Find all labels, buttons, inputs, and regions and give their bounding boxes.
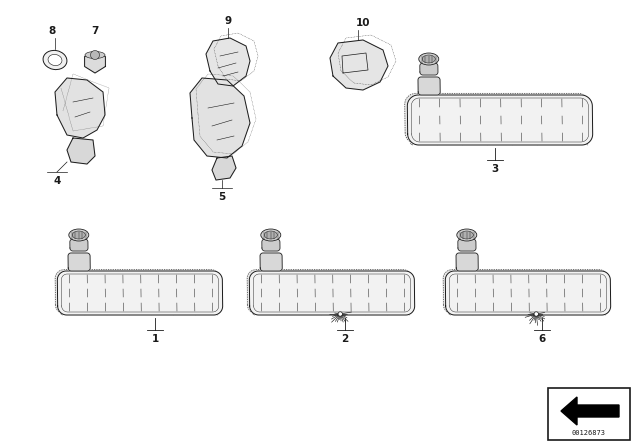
Ellipse shape (460, 231, 474, 239)
Ellipse shape (69, 229, 89, 241)
Circle shape (90, 51, 99, 60)
Polygon shape (330, 40, 388, 90)
Ellipse shape (85, 52, 105, 59)
Text: 7: 7 (92, 26, 99, 36)
Text: 8: 8 (49, 26, 56, 36)
Polygon shape (250, 271, 415, 315)
Polygon shape (190, 78, 250, 158)
Polygon shape (84, 53, 106, 73)
Ellipse shape (72, 231, 85, 239)
Polygon shape (420, 63, 438, 75)
Polygon shape (55, 78, 105, 138)
Ellipse shape (264, 231, 277, 239)
Ellipse shape (422, 55, 435, 63)
Polygon shape (212, 156, 236, 180)
Polygon shape (70, 239, 88, 251)
Polygon shape (404, 94, 590, 143)
Polygon shape (58, 271, 223, 315)
Text: 6: 6 (538, 334, 546, 344)
Circle shape (534, 312, 538, 316)
Ellipse shape (261, 229, 281, 241)
Polygon shape (458, 239, 476, 251)
Polygon shape (68, 253, 90, 271)
Polygon shape (443, 270, 609, 314)
Text: 5: 5 (218, 192, 226, 202)
Ellipse shape (43, 51, 67, 69)
Ellipse shape (457, 229, 477, 241)
Text: 2: 2 (341, 334, 349, 344)
Polygon shape (67, 138, 95, 164)
Text: 9: 9 (225, 16, 232, 26)
Polygon shape (206, 38, 250, 86)
Polygon shape (561, 397, 619, 425)
Polygon shape (456, 253, 478, 271)
Text: 4: 4 (53, 176, 61, 186)
Bar (548, 388, 630, 440)
Polygon shape (418, 77, 440, 95)
Polygon shape (262, 239, 280, 251)
Polygon shape (55, 270, 221, 314)
Polygon shape (407, 95, 593, 145)
Text: 3: 3 (492, 164, 499, 174)
Ellipse shape (419, 53, 439, 65)
Text: 1: 1 (152, 334, 159, 344)
Ellipse shape (48, 55, 62, 65)
Polygon shape (260, 253, 282, 271)
Text: 00126873: 00126873 (572, 430, 606, 436)
Text: 10: 10 (356, 18, 371, 28)
Polygon shape (445, 271, 611, 315)
Polygon shape (247, 270, 413, 314)
Circle shape (338, 312, 342, 316)
